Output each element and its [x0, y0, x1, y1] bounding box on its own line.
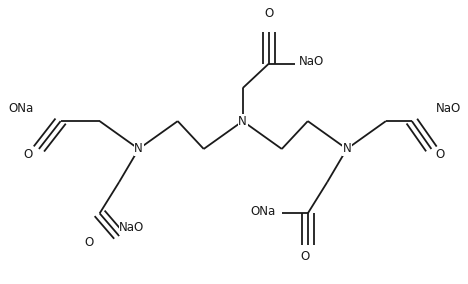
Text: O: O — [300, 250, 309, 263]
Text: O: O — [23, 148, 32, 161]
Text: ONa: ONa — [250, 205, 275, 218]
Text: O: O — [264, 7, 273, 20]
Text: N: N — [238, 115, 247, 128]
Text: NaO: NaO — [299, 55, 324, 68]
Text: O: O — [84, 237, 93, 249]
Text: O: O — [436, 148, 445, 161]
Text: NaO: NaO — [436, 103, 461, 115]
Text: NaO: NaO — [119, 221, 145, 234]
Text: N: N — [343, 143, 351, 155]
Text: N: N — [134, 143, 143, 155]
Text: ONa: ONa — [8, 103, 33, 115]
